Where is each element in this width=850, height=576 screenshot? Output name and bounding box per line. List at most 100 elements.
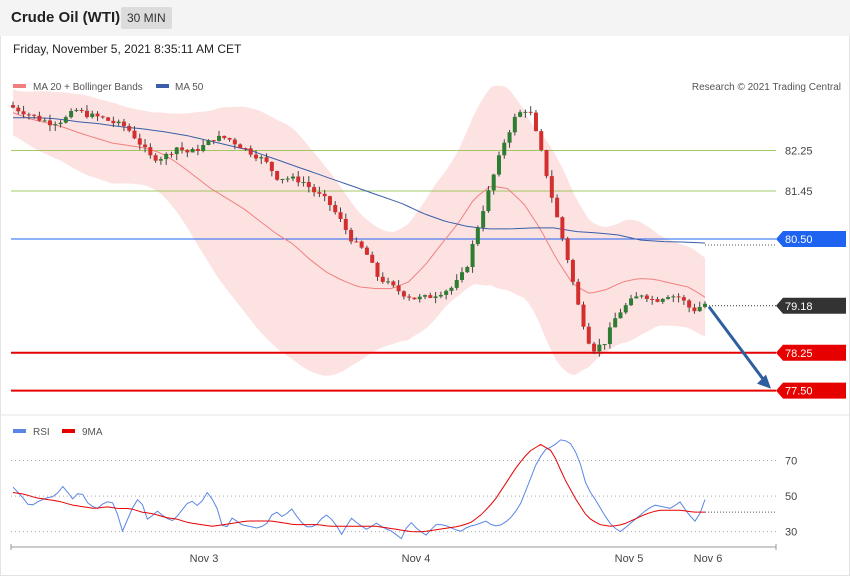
- candle: [465, 265, 470, 273]
- candle-body: [90, 113, 95, 118]
- bollinger-band-fill: [13, 85, 705, 376]
- rsi-tick-label: 70: [785, 455, 797, 467]
- candle: [555, 194, 560, 218]
- candle: [565, 236, 570, 264]
- candle-body: [592, 343, 597, 352]
- candle-body: [486, 190, 491, 212]
- candle: [63, 115, 68, 124]
- candle-body: [423, 295, 428, 297]
- bollinger-band: [13, 85, 705, 376]
- rsi-line: [12, 439, 706, 540]
- rsi-tick-label: 50: [785, 491, 797, 503]
- candle-body: [407, 296, 412, 298]
- candle: [90, 110, 95, 119]
- level-badge: [776, 382, 846, 399]
- candle-body: [607, 327, 612, 345]
- candle: [438, 291, 443, 299]
- candle: [32, 114, 37, 119]
- candle: [597, 338, 602, 357]
- candle: [660, 298, 665, 304]
- candle: [106, 116, 111, 122]
- candle-body: [169, 153, 174, 155]
- candle: [687, 298, 692, 313]
- candle-body: [401, 291, 406, 297]
- candle-body: [238, 144, 243, 149]
- candle-body: [243, 148, 248, 150]
- candle: [433, 292, 438, 304]
- candle: [428, 292, 433, 299]
- rsi-lines: [12, 439, 776, 540]
- level-tag-82.25: 82.25: [785, 146, 813, 158]
- candle: [623, 302, 628, 315]
- x-tick-label: Nov 4: [402, 553, 431, 565]
- candle-body: [666, 297, 671, 299]
- candle: [269, 161, 274, 177]
- candle: [343, 213, 348, 235]
- candle: [523, 109, 528, 118]
- candle: [460, 267, 465, 283]
- candle-body: [63, 117, 68, 123]
- candle-body: [158, 159, 163, 161]
- candle-body: [703, 303, 707, 307]
- candle: [697, 301, 702, 312]
- candle: [650, 295, 655, 305]
- candle-body: [174, 147, 179, 155]
- level-tag-79.18: 79.18: [776, 297, 846, 314]
- candle: [238, 143, 243, 149]
- candle-body: [21, 111, 26, 115]
- level-label: 77.50: [785, 386, 813, 398]
- timeframe-badge[interactable]: 30 MIN: [121, 7, 172, 29]
- candle-body: [301, 181, 306, 183]
- legend-ma20-label: MA 20 + Bollinger Bands: [33, 82, 143, 93]
- candle: [491, 173, 496, 195]
- candle-body: [185, 149, 190, 153]
- candle: [454, 274, 459, 291]
- candle-body: [11, 105, 15, 108]
- candle: [264, 153, 269, 164]
- candle-body: [375, 262, 380, 277]
- level-badge: [776, 231, 846, 248]
- candle: [386, 277, 391, 285]
- chart-title: Crude Oil (WTI): [11, 9, 121, 26]
- rsi-9ma-line: [12, 443, 705, 533]
- candle: [100, 115, 105, 119]
- candle-body: [496, 155, 501, 175]
- candle: [703, 301, 707, 309]
- candle-body: [32, 114, 37, 116]
- legend-ma50-label: MA 50: [175, 82, 204, 93]
- candle-body: [460, 272, 465, 280]
- candle: [21, 105, 26, 118]
- x-tick-label: Nov 5: [615, 553, 644, 565]
- candle-body: [576, 281, 581, 305]
- candle: [296, 171, 301, 187]
- candle-body: [470, 244, 475, 268]
- candle: [222, 135, 227, 140]
- price-legend: MA 20 + Bollinger Bands MA 50 Research ©…: [13, 82, 841, 93]
- candle-body: [364, 247, 369, 255]
- candle: [232, 137, 237, 150]
- candle-body: [227, 137, 232, 140]
- candle-body: [634, 296, 639, 299]
- candle-body: [359, 241, 364, 248]
- level-label: 78.25: [785, 348, 813, 360]
- candle: [692, 303, 697, 314]
- candle-body: [217, 135, 222, 141]
- candle: [180, 142, 185, 154]
- level-label: 81.45: [785, 186, 813, 198]
- candle-body: [322, 193, 327, 197]
- candle-body: [253, 154, 258, 159]
- candle: [570, 258, 575, 286]
- candle: [676, 293, 681, 303]
- candle-body: [623, 305, 628, 313]
- candle-body: [660, 298, 665, 302]
- legend-swatch-rsi: [13, 429, 26, 433]
- candle-body: [644, 295, 649, 300]
- candle-body: [121, 121, 126, 127]
- candle: [164, 152, 169, 165]
- candle-body: [180, 147, 185, 150]
- candle-body: [317, 192, 322, 194]
- legend-rsi-label: RSI: [33, 427, 50, 438]
- candle-body: [655, 299, 660, 302]
- candle-body: [449, 287, 454, 291]
